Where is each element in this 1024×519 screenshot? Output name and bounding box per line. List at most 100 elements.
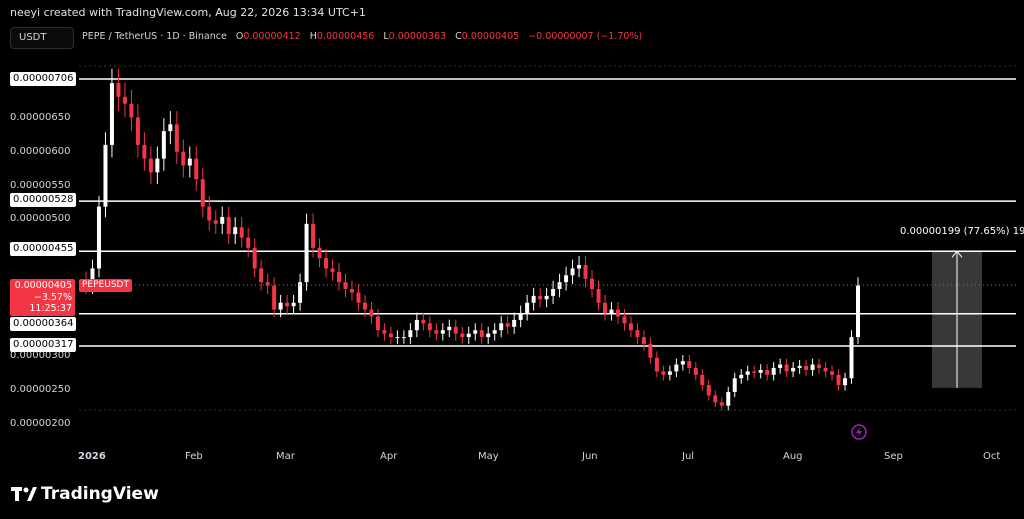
live-price-label: 0.00000405 −3.57% 11:25:37 (10, 279, 75, 316)
candle-body (492, 330, 497, 334)
time-tick: 2026 (78, 451, 106, 462)
candle-body (771, 367, 776, 375)
change-value: −0.00000007 (−1.70%) (528, 31, 643, 42)
candle-body (570, 268, 575, 276)
high-value: 0.00000456 (316, 31, 375, 42)
candle-body (544, 295, 549, 300)
candle-body (414, 319, 419, 331)
candle-body (680, 361, 685, 365)
currency-button[interactable]: USDT (10, 27, 74, 49)
candle-body (440, 330, 445, 334)
candle-body (628, 323, 633, 331)
candle-body (856, 285, 860, 338)
candle-body (116, 83, 121, 97)
candle-body (356, 292, 361, 303)
candle-body (239, 227, 244, 238)
candle-body (693, 367, 698, 375)
candle-body (849, 337, 854, 379)
live-change: −3.57% (33, 291, 72, 303)
bar-countdown: 11:25:37 (29, 303, 72, 314)
candle-body (90, 268, 95, 286)
candle-body (700, 374, 705, 386)
candle-body (349, 289, 354, 293)
brand-name: TradingView (41, 484, 159, 504)
candle-body (557, 282, 562, 290)
live-price: 0.00000405 (14, 280, 72, 291)
high-key: H (309, 31, 317, 42)
low-key: L (383, 31, 389, 42)
candle-body (330, 268, 335, 272)
candle-body (174, 124, 179, 152)
candle-body (362, 302, 367, 310)
close-key: C (455, 31, 462, 42)
low-value: 0.00000363 (388, 31, 447, 42)
candle-body (285, 302, 290, 307)
candle-body (551, 289, 556, 296)
candle-body (96, 206, 101, 269)
candle-body (654, 357, 659, 372)
candle-body (505, 323, 510, 327)
candle-body (200, 179, 205, 207)
candle-series (84, 68, 860, 411)
candle-body (109, 83, 114, 145)
ticker-tag: PEPEUSDT (79, 279, 132, 292)
candle-body (791, 367, 796, 372)
measure-label: 0.00000199 (77.65%) 199 (900, 226, 1024, 237)
price-tick: 0.00000300 (10, 350, 71, 361)
candle-body (518, 313, 523, 320)
candle-body (317, 247, 322, 259)
candle-body (181, 151, 186, 166)
candle-body (447, 326, 452, 331)
candle-body (401, 337, 406, 339)
candle-body (784, 364, 789, 372)
candle-body (583, 265, 588, 279)
candle-body (726, 391, 731, 406)
candle-body (674, 364, 679, 372)
candle-body (291, 302, 296, 307)
time-tick: May (478, 451, 499, 462)
price-tick: 0.00000500 (10, 213, 71, 224)
candle-body (311, 223, 316, 248)
candle-body (486, 333, 491, 338)
candle-body (661, 371, 666, 375)
candle-body (382, 330, 387, 334)
chart-credit: neeyi created with TradingView.com, Aug … (10, 6, 366, 19)
candle-body (713, 395, 718, 403)
symbol-title[interactable]: PEPE / TetherUS · 1D · Binance (82, 31, 227, 42)
open-value: 0.00000412 (243, 31, 301, 42)
time-tick: Sep (884, 451, 903, 462)
candle-body (148, 158, 153, 173)
candle-body (778, 364, 783, 368)
candle-body (823, 367, 828, 372)
candle-body (155, 158, 160, 173)
candle-body (103, 144, 108, 207)
candle-body (343, 282, 348, 290)
candle-body (434, 330, 439, 334)
candle-body (719, 402, 724, 406)
brand[interactable]: TradingView (11, 484, 159, 504)
candle-body (388, 333, 393, 338)
candle-body (804, 365, 809, 371)
candle-body (706, 385, 711, 396)
time-tick: Jun (582, 451, 598, 462)
horizontal-levels (79, 78, 1016, 347)
candle-body (602, 302, 607, 314)
candle-body (460, 333, 465, 338)
candle-body (479, 330, 484, 338)
candle-body (843, 378, 848, 386)
candle-body (207, 206, 212, 221)
time-tick: Jul (682, 451, 695, 462)
candle-body (187, 158, 192, 166)
candle-body (745, 371, 750, 375)
candle-body (168, 124, 173, 132)
candle-body (213, 220, 218, 224)
candle-body (499, 323, 504, 331)
candle-body (817, 364, 822, 368)
candle-body (375, 316, 380, 331)
level-label: 0.00000364 (10, 317, 77, 331)
candle-body (577, 265, 582, 269)
candle-body (635, 330, 640, 338)
candle-body (648, 343, 653, 358)
lightning-icon[interactable] (851, 424, 867, 440)
